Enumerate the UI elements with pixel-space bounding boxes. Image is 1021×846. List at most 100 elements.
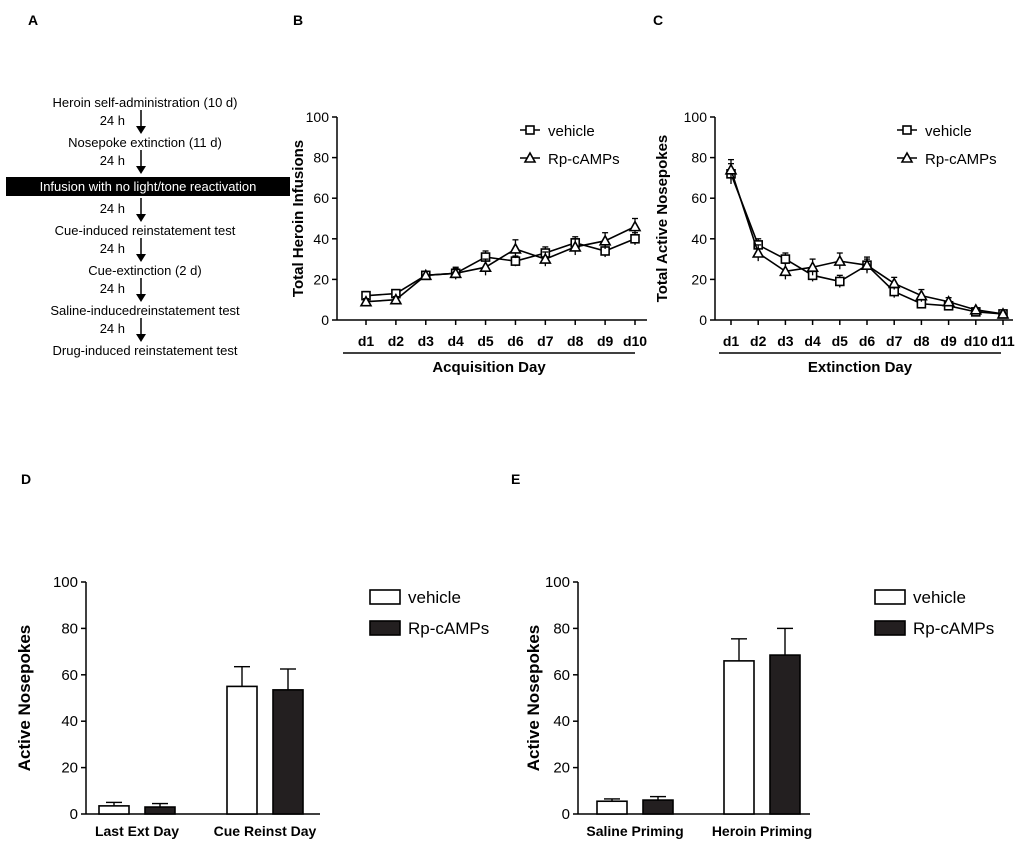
legend-label: vehicle [913,588,966,607]
y-tick-label: 0 [321,312,329,328]
timeline-step: Drug-induced reinstatement test [52,343,238,358]
down-arrow-icon [136,198,146,222]
y-tick-label: 60 [61,667,78,684]
bar-chart-cue-reinstatement: 0 20 40 60 80 100 Active Nosepokes Last Ext Day… [15,574,489,839]
y-axis-title: Total Active Nosepokes [654,135,671,303]
x-tick-label: d10 [964,333,988,349]
data-point [996,307,1010,319]
y-tick-label: 100 [306,109,330,125]
x-tick-label: d3 [777,333,794,349]
series-line [730,173,1004,315]
data-point [969,303,983,315]
x-tick-label: d10 [623,333,647,349]
y-tick-label: 40 [553,713,570,730]
y-tick-label: 80 [691,150,707,166]
data-point [833,254,847,266]
legend-swatch [369,589,401,605]
x-tick-label: Heroin Priming [712,823,812,839]
legend-marker [523,151,537,163]
data-point [806,260,819,273]
interval-label: 24 h [99,113,125,128]
x-tick-label: d11 [991,333,1015,349]
y-tick-label: 0 [562,806,570,823]
x-tick-label: d5 [477,333,494,349]
bar-vehicle [226,685,258,815]
x-tick-label: d4 [447,333,464,349]
data-point [860,258,874,270]
legend-marker [902,125,912,135]
y-axis-title: Total Heroin Infusions [290,140,307,297]
series-line [730,169,1004,315]
line-chart-extinction: 0 20 40 60 80 100 d1 d2 d3 d4 d5 d6 d7 d8 d9 d10 d11 Exti… [654,109,1015,376]
timeline-step: Heroin self-administration (10 d) [52,95,238,110]
x-tick-label: Cue Reinst Day [214,823,317,839]
bar-rp-camps [642,799,674,815]
y-tick-label: 100 [684,109,708,125]
data-point [419,268,433,281]
timeline-interval: 24 h [0,198,290,223]
x-tick-label: d7 [886,333,903,349]
x-axis-title: Extinction Day [808,359,913,376]
down-arrow-icon [136,110,146,134]
x-tick-label: d2 [388,333,405,349]
legend-label: vehicle [408,588,461,607]
timeline-interval: 24 h [0,238,290,263]
timeline-interval: 24 h [0,318,290,343]
legend-label: vehicle [925,123,972,140]
y-tick-label: 60 [691,190,707,206]
bar-chart-priming-reinstatement: 0 20 40 60 80 100 Active Nosepokes Saline Primi… [524,574,994,839]
y-tick-label: 60 [553,667,570,684]
line-chart-acquisition: 0 20 40 60 80 100 d1 d2 d3 d4 d5 d6 d7 d8 d9 d10 Acquisi… [290,109,647,376]
legend-swatch [874,620,906,636]
legend-label: Rp-cAMPs [913,619,994,638]
data-point [509,242,522,254]
y-tick-label: 20 [553,760,570,777]
x-tick-label: d2 [750,333,767,349]
legend-label: Rp-cAMPs [408,619,489,638]
interval-label: 24 h [99,321,125,336]
timeline-step: Cue-extinction (2 d) [88,263,202,278]
bar-vehicle [596,800,628,815]
series-rp-camps [359,217,642,307]
x-tick-label: d1 [358,333,375,349]
x-tick-label: d3 [418,333,435,349]
interval-label: 24 h [99,201,125,216]
data-point [449,266,463,279]
data-point [630,234,640,244]
data-point [751,246,765,258]
down-arrow-icon [136,150,146,174]
data-point [359,295,373,307]
x-tick-label: d1 [723,333,740,349]
y-tick-label: 40 [61,713,78,730]
timeline-flowchart: Heroin self-administration (10 d) 24 h N… [0,95,290,358]
legend-marker [900,151,914,163]
y-tick-label: 100 [545,574,570,591]
panel-letter-e: E [511,471,521,487]
legend-swatch [369,620,401,636]
y-tick-label: 0 [70,806,78,823]
bar-vehicle [98,805,130,815]
x-tick-label: d5 [832,333,849,349]
x-tick-label: d9 [940,333,957,349]
y-tick-label: 60 [313,190,329,206]
y-tick-label: 20 [691,271,707,287]
bar-vehicle [723,660,755,815]
bar-rp-camps [769,654,801,815]
data-point [568,240,582,252]
timeline-interval: 24 h [0,278,290,303]
timeline-step: Cue-induced reinstatement test [54,223,236,238]
data-point [724,163,738,175]
data-point [887,276,901,289]
x-axis-title: Acquisition Day [432,359,546,376]
x-tick-label: d8 [913,333,930,349]
data-point [628,219,642,232]
x-tick-label: d7 [537,333,554,349]
legend-label: Rp-cAMPs [925,151,997,168]
y-axis-title: Active Nosepokes [15,625,34,771]
interval-label: 24 h [99,281,125,296]
interval-label: 24 h [99,153,125,168]
series-rp-camps [724,158,1010,319]
bar-rp-camps [272,689,304,815]
y-tick-label: 100 [53,574,78,591]
data-point [942,295,955,307]
